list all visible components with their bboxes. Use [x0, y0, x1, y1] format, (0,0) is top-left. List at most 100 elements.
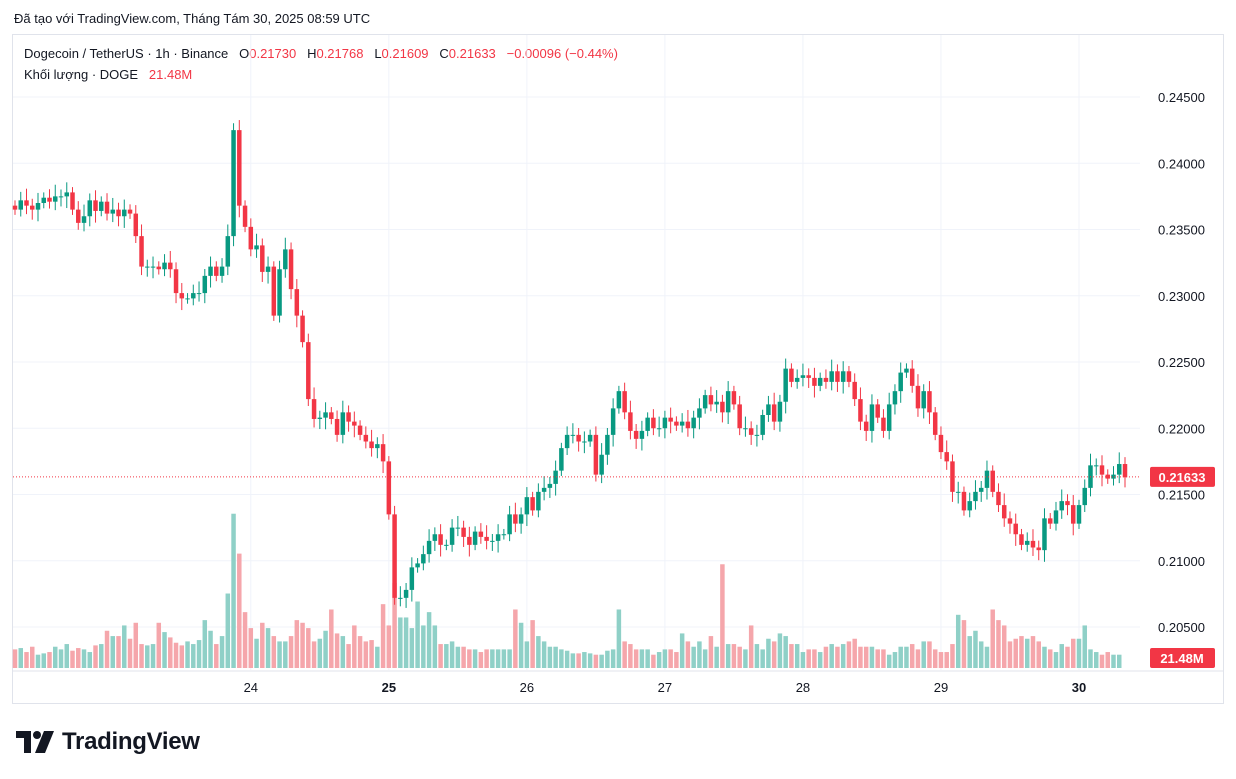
volume-bar — [1007, 641, 1013, 668]
price-axis[interactable]: 0.24500 0.24000 0.23500 0.23000 0.22500 0.220… — [1158, 90, 1205, 635]
candle-body — [656, 428, 662, 430]
volume-bar — [116, 636, 121, 668]
volume-bar — [892, 652, 898, 668]
volume-bar — [139, 644, 144, 668]
volume-bar — [737, 646, 742, 668]
volume-bar — [1070, 638, 1076, 668]
candle-body — [380, 444, 386, 462]
volume-bar — [18, 648, 23, 668]
candle-body — [53, 196, 58, 202]
volume-bar — [656, 652, 662, 668]
volume-bar — [30, 646, 35, 668]
candle-body — [961, 491, 967, 511]
volume-bar — [1076, 638, 1082, 668]
volume-bar — [812, 649, 817, 668]
candle-body — [938, 434, 944, 453]
candle-body — [398, 597, 403, 599]
candle-body — [35, 203, 41, 210]
candle-body — [794, 377, 800, 382]
candle-body — [81, 216, 87, 223]
candle-body — [306, 342, 311, 400]
volume-bar — [53, 646, 58, 668]
candle-body — [346, 412, 351, 422]
volume-bar — [208, 630, 213, 668]
candles — [12, 120, 1128, 608]
tradingview-logo: TradingView — [16, 728, 200, 756]
candle-body — [1099, 465, 1105, 475]
candle-body — [208, 266, 213, 276]
volume-bar — [1099, 654, 1105, 668]
candle-body — [898, 372, 903, 392]
volume-bar — [777, 633, 783, 668]
volume-bar — [41, 653, 46, 668]
volume-bar — [852, 638, 857, 668]
candle-body — [277, 269, 282, 316]
y-tick-label: 0.22500 — [1158, 355, 1205, 370]
symbol-label[interactable]: Dogecoin / TetherUS · 1h · Binance — [24, 46, 229, 61]
volume-bar — [674, 652, 679, 668]
candle-body — [202, 275, 208, 294]
candle-body — [685, 421, 691, 429]
volume-bar — [720, 564, 725, 668]
candle-body — [587, 434, 593, 442]
y-tick-label: 0.24000 — [1158, 156, 1205, 171]
volume-bar — [564, 650, 570, 668]
candle-body — [547, 483, 553, 488]
candle-body — [191, 293, 196, 299]
x-tick-label: 24 — [244, 680, 258, 695]
candle-body — [812, 377, 817, 386]
volume-bar — [162, 632, 167, 668]
candle-body — [1007, 518, 1013, 524]
volume-bar — [605, 650, 610, 668]
volume-bar — [1082, 625, 1087, 668]
candle-body — [461, 527, 466, 537]
candle-body — [1076, 505, 1082, 524]
last-volume-badge — [1150, 648, 1215, 668]
volume-bar — [616, 609, 622, 668]
open-label: O — [239, 46, 250, 61]
x-tick-label: 25 — [382, 680, 396, 695]
candle-body — [30, 205, 35, 210]
candle-body — [639, 430, 645, 439]
volume-bar — [679, 633, 685, 668]
candle-body — [219, 266, 225, 276]
candle-body — [944, 452, 949, 462]
candle-body — [99, 201, 104, 211]
candle-body — [231, 130, 236, 237]
volume-label[interactable]: Khối lượng · DOGE — [24, 67, 139, 82]
candle-body — [455, 527, 461, 529]
time-axis[interactable]: 24 25 26 27 28 29 30 — [244, 680, 1087, 695]
candle-body — [1105, 474, 1110, 479]
volume-bar — [237, 553, 242, 668]
volume-bar — [553, 646, 558, 668]
volume-bar — [58, 649, 64, 668]
candle-body — [536, 491, 541, 511]
volume-bar — [265, 628, 271, 668]
candle-body — [1094, 465, 1099, 467]
volume-bar — [490, 649, 495, 668]
volume-bar — [24, 652, 29, 668]
volume-bars — [12, 513, 1122, 668]
candle-body — [1065, 501, 1070, 506]
volume-bar — [944, 652, 949, 668]
last-price-badge — [1150, 466, 1215, 487]
volume-bar — [1042, 646, 1047, 668]
volume-bar — [639, 649, 645, 668]
volume-bar — [145, 645, 150, 668]
volume-bar — [110, 636, 116, 668]
candle-body — [892, 391, 898, 405]
candle-body — [1030, 540, 1036, 548]
volume-bar — [915, 649, 921, 668]
volume-bar — [886, 654, 892, 668]
candle-body — [283, 249, 288, 270]
candle-body — [179, 293, 185, 299]
chart-panel[interactable] — [12, 34, 1224, 704]
volume-bar — [990, 609, 995, 668]
candle-body — [329, 412, 334, 419]
candle-body — [93, 200, 98, 211]
candle-body — [996, 491, 1001, 506]
volume-bar — [748, 625, 754, 668]
volume-bar — [191, 644, 196, 668]
candle-body — [449, 527, 455, 545]
